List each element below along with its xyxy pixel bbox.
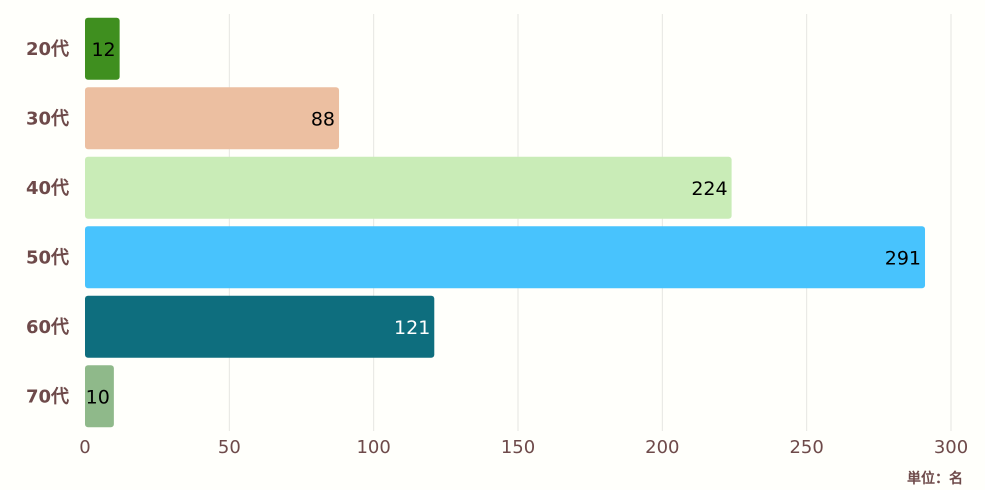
y-tick-label: 40代 bbox=[26, 178, 69, 199]
data-label: 12 bbox=[91, 39, 115, 61]
unit-label: 単位：名 bbox=[907, 471, 963, 487]
y-tick-label: 20代 bbox=[26, 39, 69, 60]
data-label: 121 bbox=[394, 317, 430, 339]
x-tick-label: 50 bbox=[218, 437, 241, 458]
x-tick-label: 300 bbox=[934, 437, 968, 458]
bar bbox=[85, 17, 120, 80]
x-tick-label: 100 bbox=[356, 437, 390, 458]
bar bbox=[85, 365, 114, 428]
x-tick-label: 250 bbox=[789, 437, 823, 458]
bar bbox=[85, 295, 435, 358]
x-tick-label: 200 bbox=[645, 437, 679, 458]
x-tick-label: 0 bbox=[79, 437, 90, 458]
bar bbox=[85, 156, 732, 219]
data-label: 291 bbox=[885, 247, 921, 269]
y-tick-label: 60代 bbox=[26, 317, 69, 338]
data-label: 88 bbox=[311, 108, 335, 130]
data-label: 10 bbox=[86, 386, 110, 408]
y-tick-label: 30代 bbox=[26, 108, 69, 129]
bar bbox=[85, 226, 926, 289]
bar bbox=[85, 87, 340, 150]
y-tick-label: 70代 bbox=[26, 386, 69, 407]
x-tick-label: 150 bbox=[501, 437, 535, 458]
y-tick-label: 50代 bbox=[26, 247, 69, 268]
data-label: 224 bbox=[691, 178, 727, 200]
